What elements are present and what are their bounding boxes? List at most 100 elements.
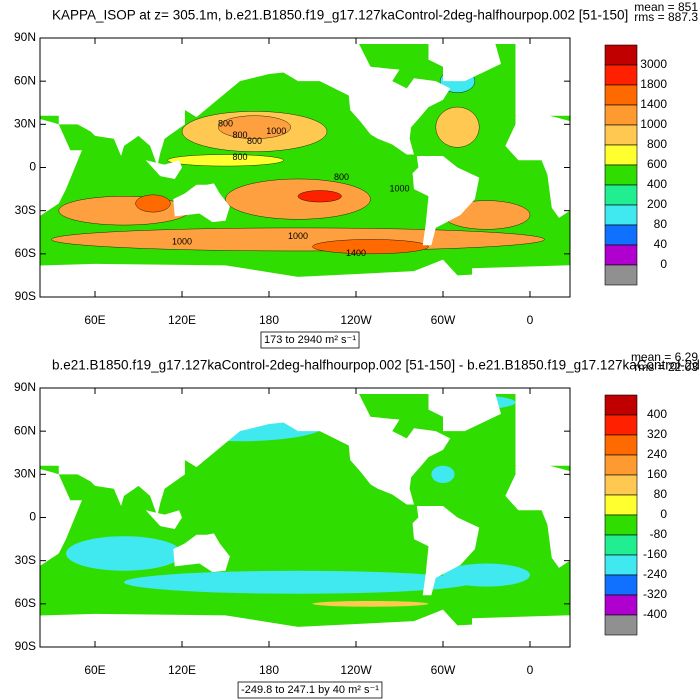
colorbar-label: 1000 [640, 117, 667, 131]
land [428, 388, 501, 432]
colorbar-label: 600 [647, 157, 667, 171]
land [40, 38, 284, 167]
colorbar-label: 320 [647, 427, 667, 441]
land [515, 38, 570, 116]
land [40, 118, 82, 216]
contour-label: 800 [247, 136, 262, 146]
land [173, 533, 230, 573]
colorbar-box [604, 224, 638, 246]
colorbar-label: 800 [647, 137, 667, 151]
colorbar-box [604, 614, 638, 636]
lat-label: 30S [15, 203, 36, 217]
colorbar-label: 400 [647, 177, 667, 191]
colorbar-box [604, 44, 638, 66]
lon-label: 120W [340, 663, 372, 677]
lon-label: 60W [431, 663, 456, 677]
contour-label: 1000 [288, 231, 308, 241]
lon-label: 120E [168, 313, 196, 327]
colorbar-label: 1800 [640, 77, 667, 91]
lat-label: 30N [14, 117, 36, 131]
land [695, 183, 700, 222]
contour-label: 800 [232, 152, 247, 162]
land [283, 388, 451, 505]
land [40, 468, 82, 566]
lat-label: 90N [14, 380, 36, 394]
colorbar-box [604, 394, 638, 416]
colorbar-box [604, 204, 638, 226]
field-patch [297, 190, 342, 203]
field-patch [312, 600, 429, 607]
colorbar-label: -240 [643, 567, 667, 581]
field-patch [581, 196, 700, 225]
range-label: 173 to 2940 m² s⁻¹ [264, 334, 356, 346]
field-patch [167, 154, 284, 167]
lat-label: 30N [14, 467, 36, 481]
land [668, 160, 700, 179]
lat-label: 90S [15, 289, 36, 303]
lat-label: 0 [29, 510, 36, 524]
field-patch [124, 570, 472, 594]
colorbar-box [604, 514, 638, 536]
range-label: -249.8 to 247.1 by 40 m² s⁻¹ [241, 684, 379, 696]
colorbar-box [604, 554, 638, 576]
land [472, 615, 570, 647]
land [40, 609, 570, 647]
colorbar-box [604, 574, 638, 596]
land [505, 455, 570, 568]
colorbar-box [604, 64, 638, 86]
colorbar-box [604, 534, 638, 556]
lat-label: 60N [14, 73, 36, 87]
field-patch [0, 564, 8, 587]
land [40, 268, 66, 297]
lon-label: 60E [84, 313, 105, 327]
colorbar-label: 0 [660, 507, 667, 521]
lon-label: 120E [168, 663, 196, 677]
colorbar-box [604, 434, 638, 456]
colorbar-label: -160 [643, 547, 667, 561]
colorbar-label: -400 [643, 607, 667, 621]
colorbar-box [604, 144, 638, 166]
land [668, 510, 700, 529]
colorbar-label: 160 [647, 467, 667, 481]
land [145, 160, 182, 180]
colorbar-label: 400 [647, 407, 667, 421]
map-panel: 90N 60N 30N 0 30S 60S 90S 60E 120E 180 120W 60W 0 b.e… [0, 350, 700, 699]
stat-text: rms = 22.03 [634, 360, 698, 374]
field-patch [312, 239, 429, 255]
range-box [260, 331, 360, 349]
field-patch [690, 155, 700, 167]
colorbar-label: 0 [660, 257, 667, 271]
land [515, 388, 570, 466]
stat-text: mean = 6.29 [631, 350, 698, 364]
colorbar-box [604, 264, 638, 286]
stat-text: mean = 851 [634, 0, 698, 14]
lat-label: 60S [15, 596, 36, 610]
colorbar-box [604, 124, 638, 146]
contour-label: 1000 [172, 237, 192, 247]
arctic [40, 38, 570, 44]
contour-label: 1000 [266, 126, 286, 136]
lon-label: 120W [340, 313, 372, 327]
land [40, 388, 284, 517]
land [145, 510, 182, 530]
land [283, 38, 451, 155]
colorbar-label: 80 [654, 217, 668, 231]
colorbar-box [604, 474, 638, 496]
colorbar-label: 3000 [640, 57, 667, 71]
contour-label: 800 [218, 119, 233, 129]
land [40, 618, 66, 647]
map-panel: 8008008008008001000100010001000140090N60… [14, 0, 700, 349]
land [505, 105, 570, 218]
contour-label: 1000 [389, 183, 409, 193]
land [695, 533, 700, 572]
lon-label: 60W [431, 313, 456, 327]
colorbar-box [604, 594, 638, 616]
colorbar-box [604, 454, 638, 476]
colorbar-box [604, 244, 638, 266]
colorbar-label: -320 [643, 587, 667, 601]
panel-title: KAPPA_ISOP at z= 305.1m, b.e21.B1850.f19… [52, 8, 628, 23]
field-patch [135, 194, 171, 213]
field-patch [218, 115, 291, 139]
